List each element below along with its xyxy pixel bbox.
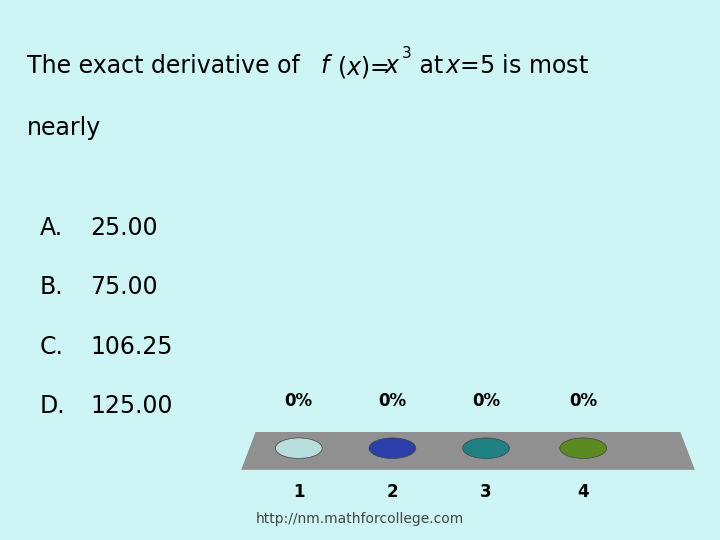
Text: D.: D. — [40, 394, 66, 418]
Ellipse shape — [560, 438, 606, 458]
Text: 0%: 0% — [472, 393, 500, 410]
Text: 75.00: 75.00 — [90, 275, 158, 299]
Text: 106.25: 106.25 — [90, 335, 173, 359]
Text: http://nm.mathforcollege.com: http://nm.mathforcollege.com — [256, 512, 464, 526]
Text: 4: 4 — [577, 483, 589, 501]
Text: 2: 2 — [387, 483, 398, 501]
Text: $x$=5 is most: $x$=5 is most — [445, 54, 589, 78]
Text: 0%: 0% — [569, 393, 598, 410]
Text: 1: 1 — [293, 483, 305, 501]
Text: 125.00: 125.00 — [90, 394, 173, 418]
Text: B.: B. — [40, 275, 63, 299]
Text: 25.00: 25.00 — [90, 216, 158, 240]
Ellipse shape — [463, 438, 510, 458]
Text: nearly: nearly — [27, 116, 102, 140]
Text: at: at — [412, 54, 451, 78]
Polygon shape — [241, 432, 695, 470]
Text: C.: C. — [40, 335, 63, 359]
Text: $(x)$=: $(x)$= — [337, 54, 389, 80]
Ellipse shape — [369, 438, 416, 458]
Ellipse shape — [276, 438, 323, 458]
Text: $f$: $f$ — [320, 54, 333, 78]
Text: 0%: 0% — [378, 393, 407, 410]
Text: 3: 3 — [402, 46, 412, 61]
Text: 3: 3 — [480, 483, 492, 501]
Text: 0%: 0% — [284, 393, 313, 410]
Text: $x$: $x$ — [384, 54, 401, 78]
Text: A.: A. — [40, 216, 63, 240]
Text: The exact derivative of: The exact derivative of — [27, 54, 307, 78]
